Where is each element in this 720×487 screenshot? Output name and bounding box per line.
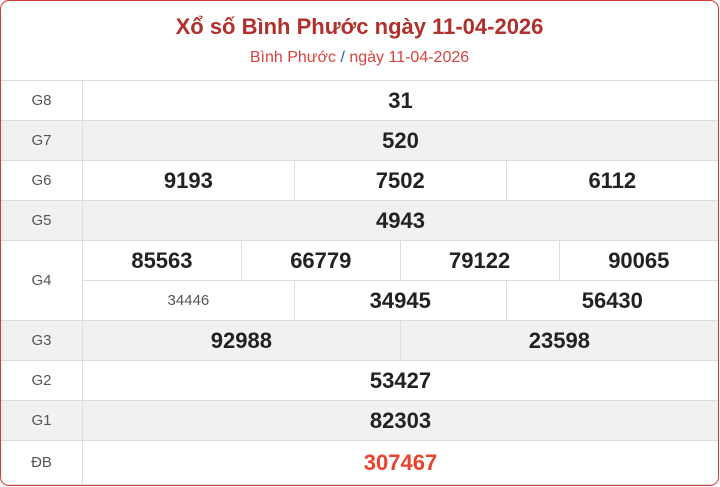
- prize-row-g2: G2 53427: [1, 360, 718, 401]
- header: Xổ số Bình Phước ngày 11-04-2026 Bình Ph…: [1, 1, 718, 81]
- prize-row-special: ĐB 307467: [1, 440, 718, 485]
- special-prize-number: 307467: [82, 440, 718, 485]
- prize-number: 31: [82, 81, 718, 121]
- breadcrumb: Bình Phước / ngày 11-04-2026: [1, 49, 718, 67]
- prize-number: 53427: [82, 360, 718, 401]
- prize-label: G8: [1, 81, 83, 121]
- prize-label: G3: [1, 320, 83, 361]
- breadcrumb-date-link[interactable]: ngày 11-04-2026: [349, 49, 470, 66]
- prize-number: 82303: [82, 400, 718, 441]
- prize-number: 85563: [82, 240, 242, 281]
- prize-row-g6: G6 9193 7502 6112: [1, 160, 718, 201]
- prize-row-g3: G3 92988 23598: [1, 320, 718, 361]
- prize-number: 4943: [82, 200, 718, 241]
- prize-number: 90065: [559, 240, 718, 281]
- prize-number: 9193: [82, 160, 295, 201]
- prize-row-g7: G7 520: [1, 120, 718, 161]
- prize-number: 56430: [506, 280, 718, 321]
- prize-number: 23598: [400, 320, 718, 361]
- prize-label: ĐB: [1, 440, 83, 485]
- prize-number: 34446: [82, 280, 295, 321]
- prize-number: 7502: [294, 160, 507, 201]
- prize-label: G1: [1, 400, 83, 441]
- prize-number: 92988: [82, 320, 401, 361]
- prize-label: G4: [1, 240, 83, 321]
- prize-label: G2: [1, 360, 83, 401]
- prize-number: 66779: [241, 240, 401, 281]
- page-title: Xổ số Bình Phước ngày 11-04-2026: [175, 14, 544, 39]
- prize-number: 34945: [294, 280, 507, 321]
- prize-label: G6: [1, 160, 83, 201]
- results-table: G8 31 G7 520 G6 9193 7502 6112 G5 4943 G…: [1, 81, 718, 485]
- breadcrumb-province-link[interactable]: Bình Phước: [249, 49, 336, 66]
- breadcrumb-separator: /: [340, 49, 345, 66]
- prize-number: 520: [82, 120, 718, 161]
- prize-row-g1: G1 82303: [1, 400, 718, 441]
- prize-row-g4-second: 34446 34945 56430: [1, 280, 718, 321]
- prize-row-g5: G5 4943: [1, 200, 718, 241]
- prize-number: 6112: [506, 160, 718, 201]
- prize-label: G7: [1, 120, 83, 161]
- prize-label: G5: [1, 200, 83, 241]
- prize-row-g8: G8 31: [1, 81, 718, 121]
- prize-row-g4: G4 85563 66779 79122 90065: [1, 240, 718, 321]
- prize-number: 79122: [400, 240, 560, 281]
